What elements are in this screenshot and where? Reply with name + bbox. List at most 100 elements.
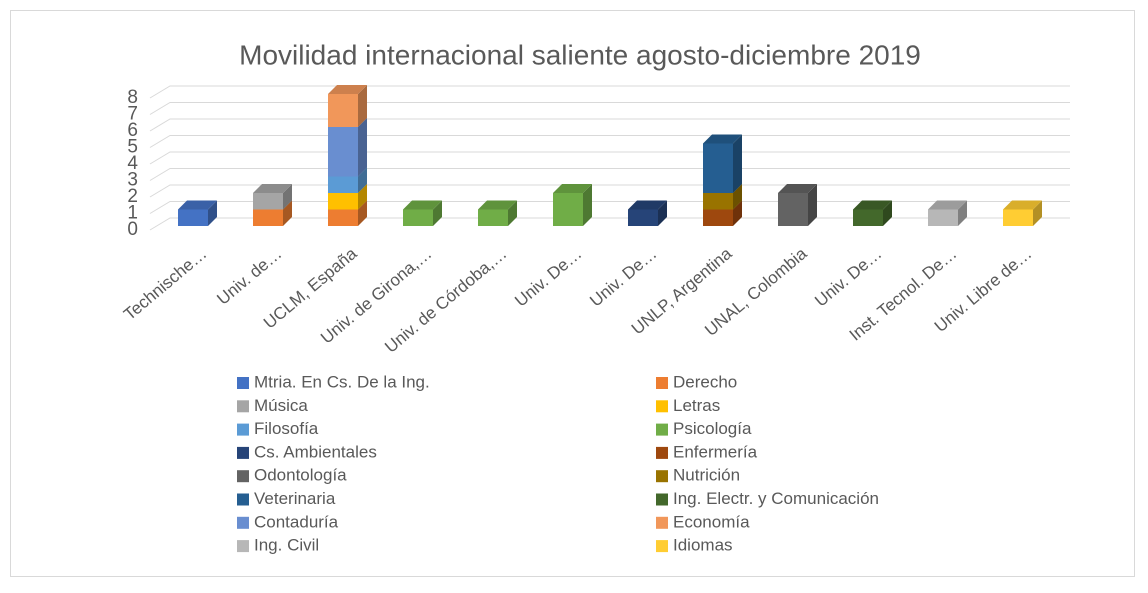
legend-label: Ing. Civil: [254, 536, 319, 555]
y-tick-label: 1: [127, 203, 138, 224]
bar-side: [733, 184, 742, 210]
bar-side: [358, 167, 367, 193]
legend-swatch: [656, 470, 668, 483]
legend-label: Contaduría: [254, 512, 339, 531]
bar-front: [178, 209, 208, 226]
bar-side: [733, 134, 742, 193]
bar-front: [553, 193, 583, 226]
legend-swatch: [656, 423, 668, 436]
legend-label: Odontología: [254, 466, 347, 485]
legend-swatch: [237, 540, 249, 553]
chart-title: Movilidad internacional saliente agosto-…: [239, 39, 921, 70]
grid-line: [149, 201, 1070, 214]
legend-label: Mtria. En Cs. De la Ing.: [254, 372, 430, 391]
y-tick-label: 2: [127, 186, 138, 207]
bar-side: [358, 85, 367, 127]
bar-front: [403, 209, 433, 226]
y-tick-label: 0: [127, 219, 138, 240]
legend-label: Música: [254, 396, 308, 415]
bar-side: [433, 200, 442, 226]
bar-top: [553, 184, 592, 193]
y-tick-label: 4: [127, 153, 138, 174]
legend-label: Ing. Electr. y Comunicación: [673, 489, 879, 508]
bar-side: [808, 184, 817, 226]
legend-label: Enfermería: [673, 442, 758, 461]
legend-swatch: [237, 516, 249, 529]
bar-segment: [1003, 200, 1042, 226]
legend-swatch: [656, 400, 668, 413]
grid-line: [149, 217, 1070, 231]
bar-side: [658, 200, 667, 226]
bar-side: [508, 200, 517, 226]
legend-swatch: [656, 446, 668, 459]
grid-line: [149, 135, 1070, 148]
bar-front: [703, 143, 733, 193]
bar-side: [1033, 200, 1042, 226]
legend-swatch: [656, 516, 668, 529]
grid-line: [149, 118, 1070, 132]
bar-front: [328, 209, 358, 226]
chart-frame: [10, 10, 1135, 577]
bar-side: [283, 200, 292, 226]
bar-side: [958, 200, 967, 226]
bar-front: [328, 176, 358, 193]
legend-label: Veterinaria: [254, 489, 336, 508]
legend-label: Economía: [673, 512, 750, 531]
legend-label: Filosofía: [254, 419, 319, 438]
bar-side: [358, 184, 367, 210]
bar-front: [628, 209, 658, 226]
bar-front: [253, 209, 283, 226]
legend-label: Derecho: [673, 372, 737, 391]
legend-label: Nutrición: [673, 466, 740, 485]
bar-segment: [178, 200, 217, 226]
legend-swatch: [237, 446, 249, 459]
bar-top: [778, 184, 817, 193]
bar-top: [178, 200, 217, 210]
bar-segment: [628, 200, 667, 226]
bar-front: [328, 94, 358, 127]
bar-top: [928, 200, 967, 210]
grid-line: [149, 184, 1070, 198]
bar-segment: [328, 85, 367, 127]
bar-top: [1003, 200, 1042, 210]
bar-side: [733, 200, 742, 226]
bar-segment: [703, 134, 742, 193]
grid-line: [149, 168, 1070, 181]
legend-swatch: [656, 377, 668, 389]
legend-swatch: [237, 470, 249, 483]
grid-line: [149, 85, 1070, 99]
bar-top: [328, 85, 367, 94]
legend-label: Psicología: [673, 419, 752, 438]
legend-swatch: [237, 400, 249, 413]
bar-front: [703, 193, 733, 210]
bar-front: [1003, 209, 1033, 226]
bar-side: [358, 118, 367, 177]
grid-line: [149, 151, 1070, 165]
bar-segment: [553, 184, 592, 226]
bar-side: [208, 200, 217, 226]
grid-line: [149, 102, 1070, 115]
bar-top: [403, 200, 442, 210]
bar-top: [628, 200, 667, 210]
bar-top: [703, 134, 742, 144]
bar-top: [478, 200, 517, 210]
bar-front: [478, 209, 508, 226]
bar-front: [328, 127, 358, 177]
bar-front: [853, 209, 883, 226]
legend-label: Idiomas: [673, 536, 733, 555]
bar-segment: [853, 200, 892, 226]
bar-front: [778, 193, 808, 226]
legend-swatch: [656, 493, 668, 506]
bar-segment: [928, 200, 967, 226]
y-tick-label: 7: [127, 104, 138, 125]
bar-segment: [253, 184, 292, 210]
bar-top: [253, 184, 292, 193]
y-tick-label: 8: [127, 87, 138, 108]
bar-side: [583, 184, 592, 226]
bar-top: [853, 200, 892, 210]
bar-segment: [778, 184, 817, 226]
legend-swatch: [237, 493, 249, 506]
legend-label: Cs. Ambientales: [254, 442, 377, 461]
bar-front: [328, 193, 358, 210]
